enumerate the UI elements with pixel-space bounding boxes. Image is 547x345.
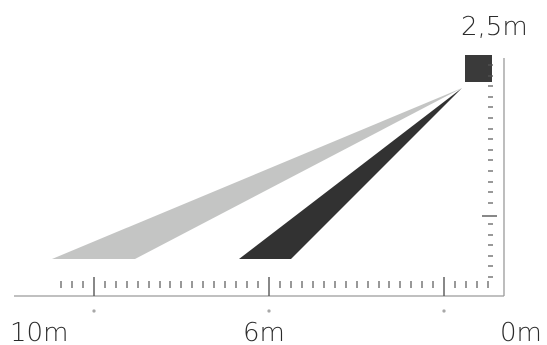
scale-dot — [442, 309, 446, 313]
floor-scale-dots — [92, 309, 446, 313]
floor-scale-ticks — [60, 277, 489, 296]
lower-detection-beam — [239, 88, 462, 259]
distance-label-0m: 0m — [500, 318, 542, 345]
scale-dot — [92, 309, 96, 313]
mounting-height-label: 2,5m — [461, 12, 528, 42]
wall-scale-ticks — [482, 64, 497, 278]
scale-dot — [267, 309, 271, 313]
sensor-icon — [465, 55, 492, 82]
upper-detection-beam — [52, 88, 462, 259]
distance-label-6m: 6m — [243, 318, 285, 345]
distance-label-10m: 10m — [10, 318, 69, 345]
